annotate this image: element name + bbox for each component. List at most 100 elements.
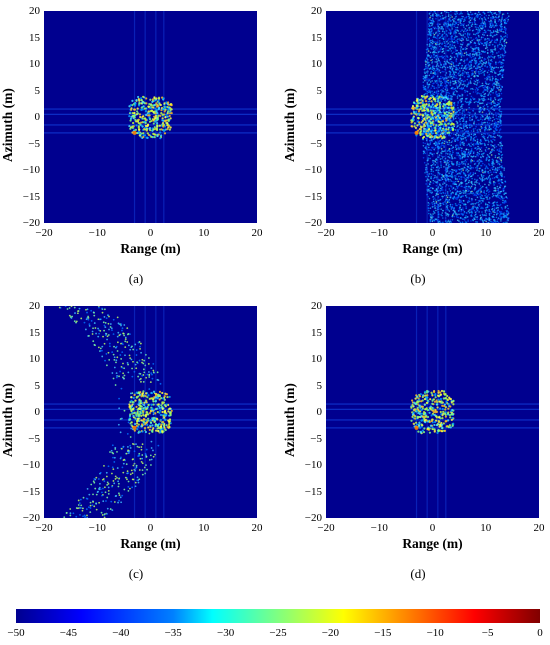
clutter-point: [484, 144, 486, 146]
clutter-point: [466, 144, 469, 147]
clutter-point: [464, 164, 467, 167]
clutter-point: [470, 77, 472, 80]
clutter-point: [498, 214, 501, 216]
clutter-point: [489, 78, 491, 81]
clutter-point: [433, 56, 436, 59]
clutter-point: [474, 112, 477, 114]
clutter-point: [473, 151, 475, 153]
clutter-point: [474, 133, 477, 136]
clutter-point: [437, 148, 440, 151]
clutter-point: [472, 128, 475, 130]
clutter-point: [433, 148, 435, 151]
clutter-point: [476, 129, 479, 131]
clutter-point: [463, 52, 466, 55]
clutter-point: [474, 127, 476, 130]
clutter-point: [439, 89, 442, 92]
clutter-point: [468, 212, 471, 214]
clutter-point: [431, 30, 433, 32]
clutter-point: [446, 87, 448, 90]
clutter-point: [457, 194, 460, 196]
clutter-point: [488, 14, 490, 17]
clutter-point: [500, 165, 502, 168]
clutter-point: [442, 189, 444, 191]
clutter-point: [432, 155, 434, 157]
clutter-point: [454, 139, 457, 142]
clutter-point: [446, 55, 448, 57]
clutter-point: [467, 220, 469, 223]
clutter-point: [462, 167, 464, 170]
clutter-point: [454, 11, 456, 13]
clutter-point: [479, 187, 482, 190]
target-scatterer: [154, 112, 157, 115]
clutter-point: [473, 71, 476, 73]
clutter-point: [435, 199, 437, 201]
clutter-point: [459, 216, 462, 219]
clutter-point: [429, 68, 431, 70]
target-scatterer: [155, 127, 158, 130]
clutter-point: [496, 95, 499, 98]
clutter-point: [453, 45, 456, 47]
clutter-point: [498, 89, 500, 91]
clutter-point: [424, 79, 426, 82]
clutter-point: [475, 69, 477, 71]
target-scatterer: [430, 111, 433, 114]
clutter-point: [427, 185, 430, 188]
sidelobe-horizontal: [44, 124, 257, 126]
clutter-point: [458, 161, 461, 164]
clutter-point: [453, 19, 455, 22]
clutter-point: [464, 221, 467, 223]
sidelobe-horizontal: [44, 132, 257, 134]
clutter-point: [462, 143, 464, 146]
clutter-point: [439, 15, 442, 18]
clutter-point: [483, 57, 486, 60]
target-scatterer: [434, 116, 437, 119]
clutter-point: [443, 176, 445, 178]
clutter-point: [506, 16, 509, 19]
clutter-point: [477, 174, 479, 177]
clutter-point: [445, 163, 448, 166]
x-tick-label: 10: [198, 227, 210, 239]
clutter-point: [455, 15, 458, 18]
clutter-point: [454, 111, 457, 114]
clutter-point: [458, 178, 461, 180]
clutter-point: [477, 143, 480, 145]
clutter-point: [458, 38, 460, 40]
target-scatterer: [451, 127, 454, 131]
target-scatterer: [134, 128, 138, 131]
clutter-point: [471, 116, 474, 118]
clutter-point: [502, 13, 505, 15]
clutter-point: [458, 213, 460, 215]
clutter-point: [479, 167, 482, 170]
clutter-point: [438, 142, 441, 145]
target-scatterer: [137, 121, 140, 125]
target-scatterer: [143, 107, 146, 110]
clutter-point: [459, 190, 462, 193]
clutter-point: [438, 70, 440, 72]
clutter-point: [474, 115, 477, 117]
clutter-point: [473, 82, 475, 85]
clutter-point: [490, 19, 492, 22]
clutter-point: [498, 191, 500, 194]
target-scatterer: [138, 134, 141, 137]
clutter-point: [431, 187, 434, 190]
clutter-point: [482, 122, 485, 124]
sidelobe-vertical: [144, 11, 146, 223]
clutter-point: [449, 178, 452, 181]
clutter-point: [475, 74, 478, 77]
clutter-point: [454, 34, 457, 36]
target-scatterer: [169, 117, 172, 120]
clutter-point: [459, 78, 462, 81]
clutter-point: [469, 81, 472, 83]
clutter-point: [492, 88, 494, 90]
clutter-point: [437, 196, 440, 198]
clutter-point: [488, 39, 490, 42]
clutter-point: [447, 42, 450, 44]
clutter-point: [482, 221, 485, 223]
clutter-point: [494, 122, 497, 125]
clutter-point: [425, 146, 427, 149]
clutter-point: [429, 51, 432, 54]
target-scatterer: [416, 98, 419, 102]
clutter-point: [503, 40, 506, 42]
clutter-point: [468, 166, 470, 169]
clutter-point: [473, 101, 476, 104]
